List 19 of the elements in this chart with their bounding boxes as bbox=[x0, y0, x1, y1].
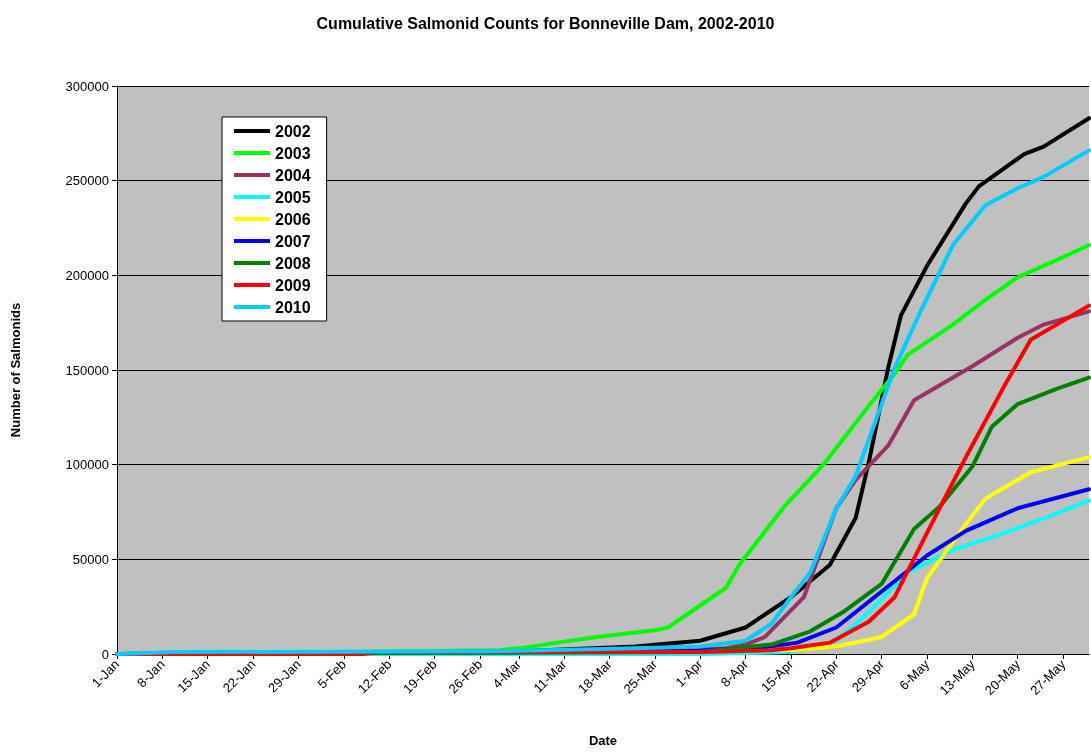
chart-title: Cumulative Salmonid Counts for Bonneville Dam, 2002-2010 bbox=[316, 14, 775, 32]
legend-label: 2004 bbox=[275, 166, 311, 184]
legend-label: 2002 bbox=[275, 122, 311, 140]
y-tick-label: 200000 bbox=[65, 267, 109, 283]
y-tick-label: 50000 bbox=[72, 551, 109, 567]
y-tick-label: 100000 bbox=[65, 457, 109, 473]
y-tick-label: 150000 bbox=[65, 362, 109, 378]
y-tick-label: 0 bbox=[101, 646, 109, 662]
legend-label: 2010 bbox=[275, 298, 311, 316]
legend-label: 2006 bbox=[275, 210, 311, 228]
legend-label: 2003 bbox=[275, 144, 311, 162]
y-axis-title: Number of Salmonids bbox=[8, 302, 23, 438]
legend-label: 2008 bbox=[275, 254, 311, 272]
x-axis-title: Date bbox=[588, 733, 618, 748]
legend-label: 2007 bbox=[275, 232, 311, 250]
legend-label: 2005 bbox=[275, 188, 311, 206]
y-tick-label: 300000 bbox=[65, 78, 109, 94]
y-tick-label: 250000 bbox=[65, 173, 109, 189]
legend-label: 2009 bbox=[275, 276, 311, 294]
